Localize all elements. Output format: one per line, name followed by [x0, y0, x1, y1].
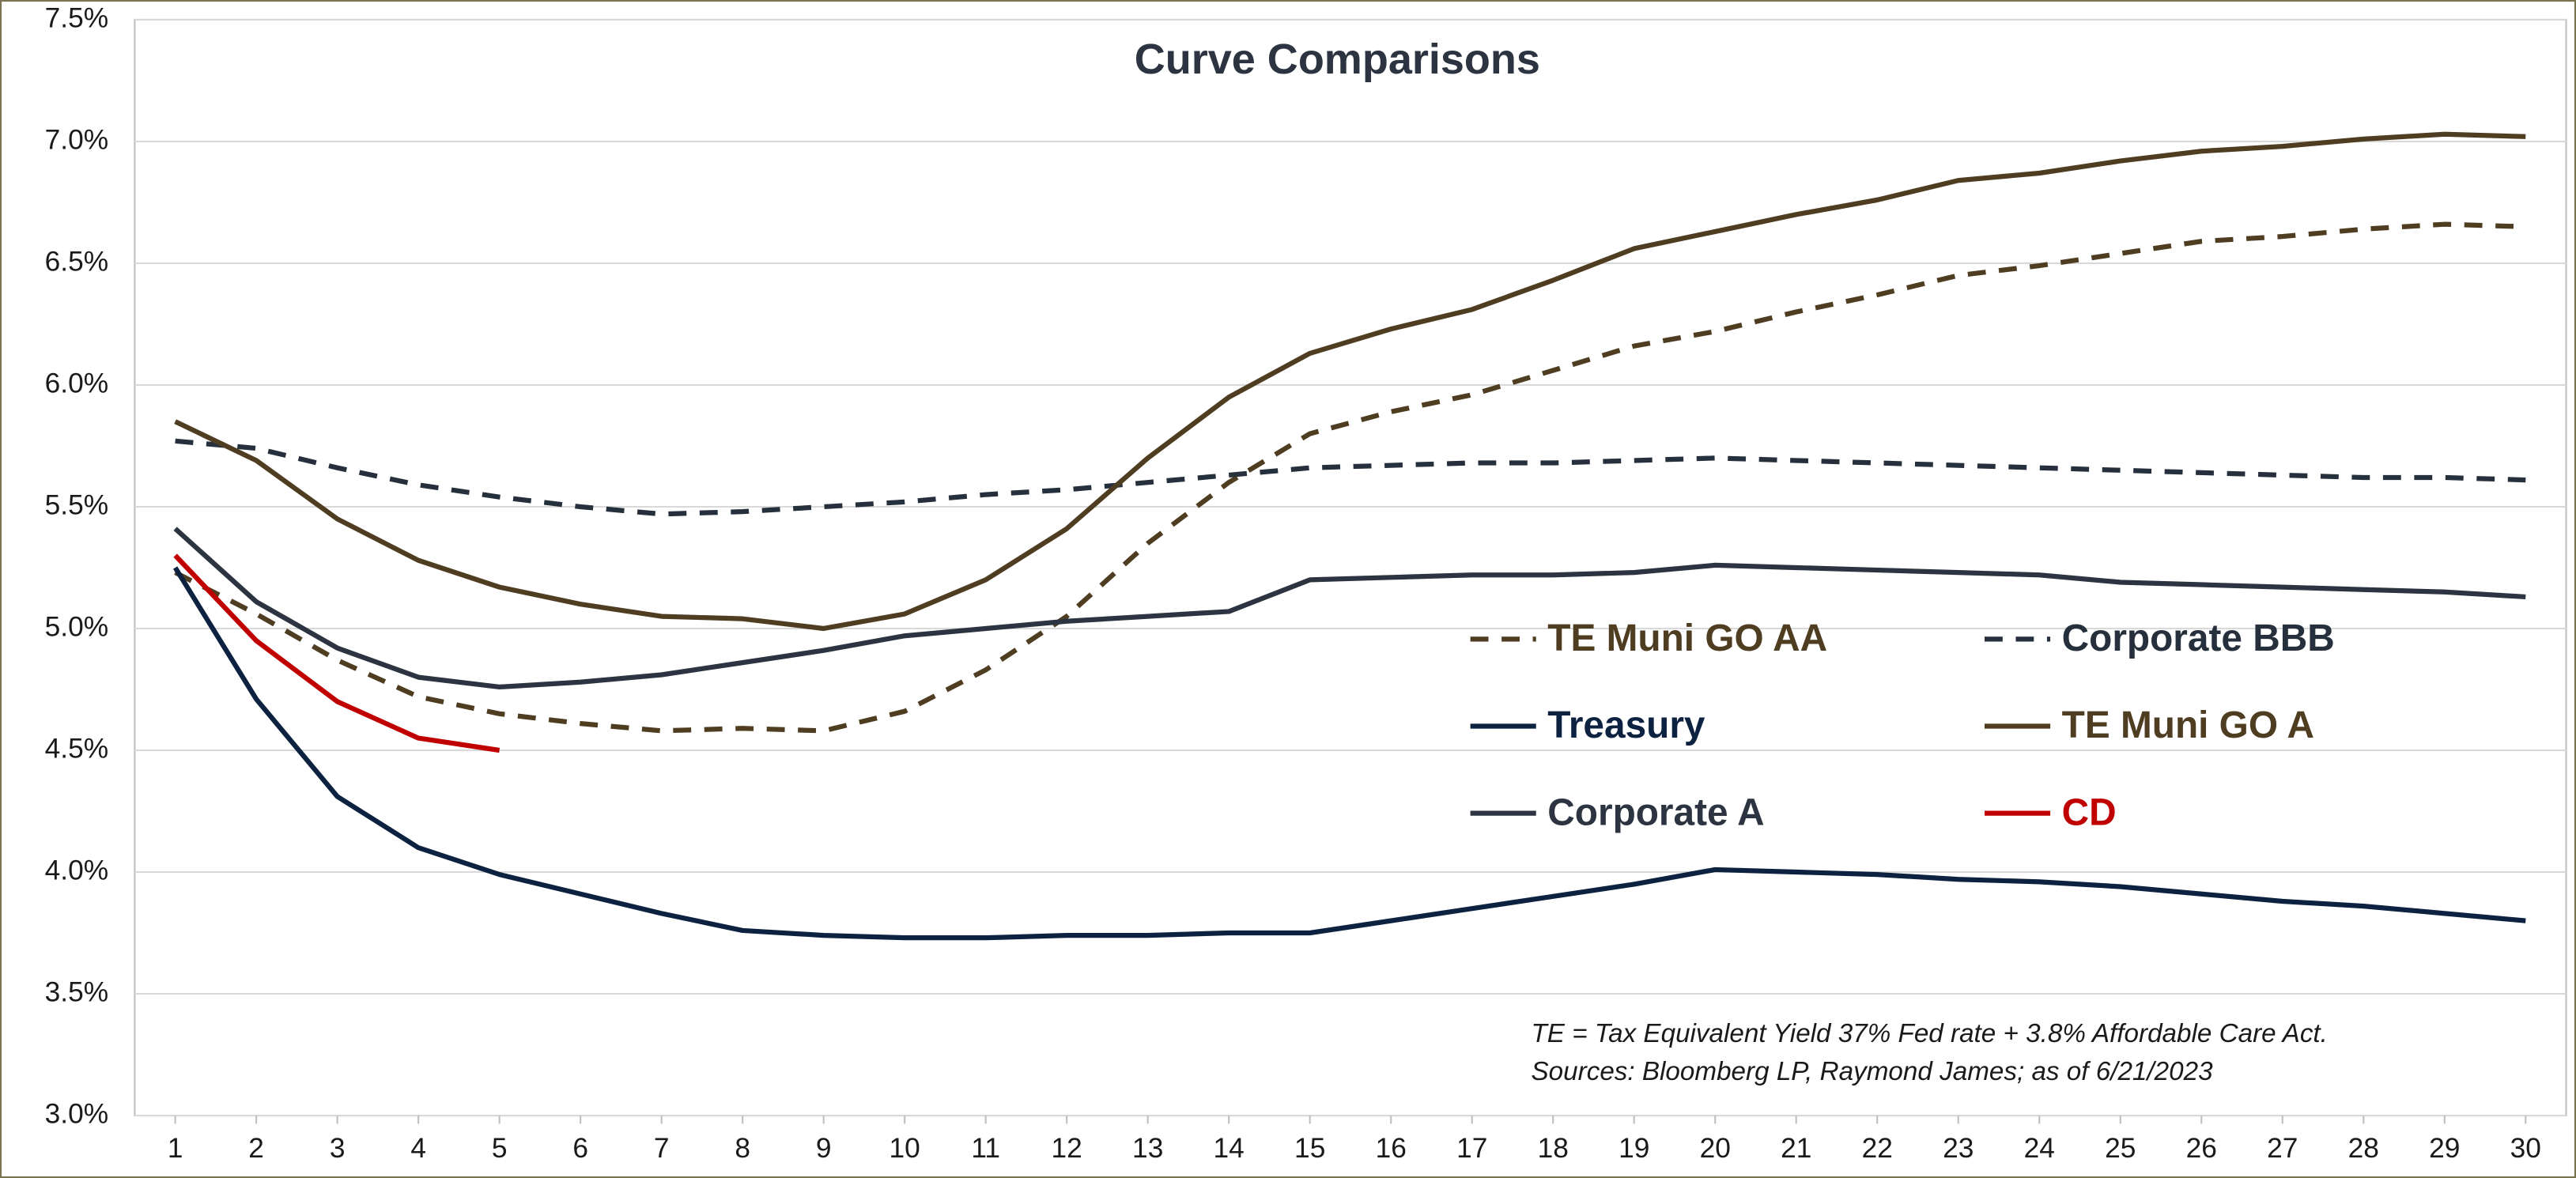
x-tick-label: 27 — [2267, 1133, 2298, 1164]
x-tick-label: 14 — [1214, 1133, 1245, 1164]
legend-item: Corporate A — [1470, 791, 1765, 833]
x-tick-label: 13 — [1132, 1133, 1163, 1164]
legend-item: CD — [1984, 791, 2117, 833]
legend-label: TE Muni GO AA — [1547, 617, 1827, 659]
y-tick-label: 5.5% — [45, 489, 108, 520]
x-tick-label: 12 — [1052, 1133, 1082, 1164]
x-tick-label: 17 — [1456, 1133, 1487, 1164]
annotation: Sources: Bloomberg LP, Raymond James; as… — [1532, 1057, 2214, 1086]
x-tick-label: 23 — [1943, 1133, 1974, 1164]
y-tick-label: 5.0% — [45, 611, 108, 642]
y-tick-label: 4.0% — [45, 855, 108, 885]
y-tick-label: 7.0% — [45, 124, 108, 155]
x-tick-label: 25 — [2105, 1133, 2136, 1164]
x-tick-label: 28 — [2348, 1133, 2379, 1164]
annotation: TE = Tax Equivalent Yield 37% Fed rate +… — [1532, 1019, 2328, 1048]
x-tick-label: 8 — [735, 1133, 750, 1164]
x-tick-label: 11 — [971, 1133, 1000, 1164]
x-tick-label: 18 — [1538, 1133, 1569, 1164]
x-tick-label: 29 — [2429, 1133, 2460, 1164]
legend-label: CD — [2062, 791, 2117, 833]
x-tick-label: 16 — [1376, 1133, 1407, 1164]
x-tick-label: 7 — [654, 1133, 670, 1164]
legend-item: TE Muni GO AA — [1470, 617, 1827, 659]
legend-label: Treasury — [1547, 704, 1705, 746]
y-tick-label: 3.5% — [45, 976, 108, 1007]
x-tick-label: 19 — [1618, 1133, 1649, 1164]
x-tick-label: 6 — [572, 1133, 588, 1164]
series-line — [174, 221, 2526, 734]
series-line — [175, 438, 2526, 517]
legend-label: Corporate A — [1547, 791, 1764, 833]
legend-item: TE Muni GO A — [1984, 704, 2314, 746]
legend-label: Corporate BBB — [2062, 617, 2335, 659]
x-tick-label: 10 — [890, 1133, 920, 1164]
x-tick-label: 30 — [2510, 1133, 2541, 1164]
legend-item: Corporate BBB — [1984, 617, 2335, 659]
y-tick-label: 4.5% — [45, 733, 108, 764]
y-tick-label: 6.5% — [45, 246, 108, 277]
x-tick-label: 21 — [1781, 1133, 1811, 1164]
x-tick-label: 20 — [1700, 1133, 1731, 1164]
series-line — [174, 131, 2526, 632]
x-tick-label: 9 — [816, 1133, 832, 1164]
x-tick-label: 3 — [330, 1133, 346, 1164]
series-line — [173, 553, 500, 753]
legend-item: Treasury — [1470, 704, 1705, 746]
x-tick-label: 4 — [410, 1133, 426, 1164]
x-tick-label: 5 — [492, 1133, 508, 1164]
y-tick-label: 6.0% — [45, 368, 108, 398]
x-tick-label: 2 — [248, 1133, 264, 1164]
y-tick-label: 7.5% — [45, 2, 108, 33]
y-tick-label: 3.0% — [45, 1098, 108, 1129]
legend-label: TE Muni GO A — [2062, 704, 2314, 746]
chart-title: Curve Comparisons — [1135, 36, 1540, 83]
series-line — [172, 566, 2526, 941]
x-tick-label: 24 — [2024, 1133, 2055, 1164]
x-tick-label: 1 — [168, 1133, 183, 1164]
x-tick-label: 15 — [1294, 1133, 1325, 1164]
x-tick-label: 22 — [1862, 1133, 1893, 1164]
series-line — [173, 527, 2526, 690]
x-tick-label: 26 — [2186, 1133, 2217, 1164]
